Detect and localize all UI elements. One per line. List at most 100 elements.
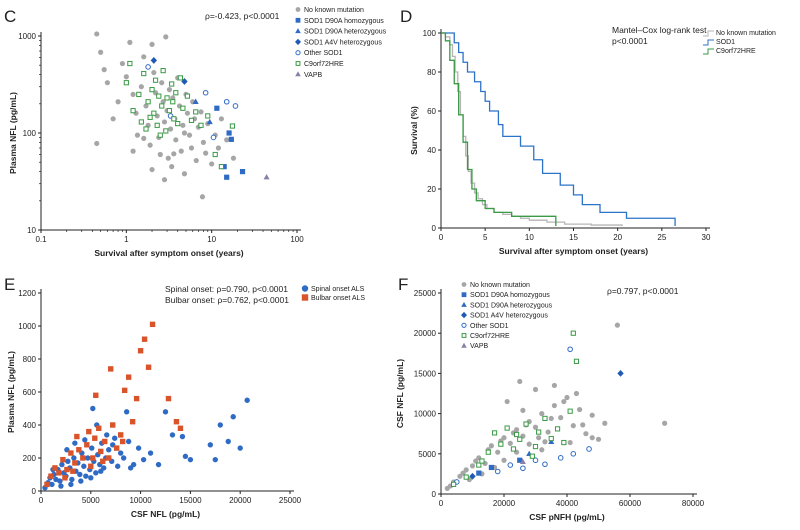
- data-point: [151, 69, 157, 76]
- data-point: [215, 145, 222, 151]
- data-point: [179, 433, 186, 440]
- survival-curve: [441, 32, 623, 227]
- x-tick-label: 0: [439, 499, 444, 508]
- data-point: [157, 151, 163, 158]
- data-point: [93, 392, 99, 398]
- data-point: [212, 456, 218, 463]
- data-point: [88, 463, 94, 469]
- data-point: [115, 99, 121, 105]
- data-point: [181, 130, 188, 136]
- data-point: [130, 108, 136, 114]
- data-point: [229, 123, 236, 129]
- data-point: [180, 105, 186, 111]
- data-point: [157, 132, 163, 138]
- data-point: [526, 441, 532, 447]
- data-point: [52, 465, 58, 471]
- legend-marker: [461, 322, 467, 328]
- x-tick-label: 60000: [619, 499, 642, 508]
- data-point: [218, 116, 224, 122]
- data-point: [121, 387, 128, 394]
- legend-line: [703, 48, 714, 55]
- legend-label: SOD1: [716, 39, 735, 46]
- data-point: [123, 80, 129, 86]
- data-point: [520, 407, 526, 413]
- data-point: [137, 348, 144, 354]
- data-point: [166, 87, 173, 93]
- data-point: [149, 41, 155, 47]
- data-point: [159, 103, 165, 109]
- data-point: [178, 148, 184, 154]
- stat-annotation: ρ=0.797, p<0.0001: [607, 286, 679, 296]
- x-tick-label: 20: [613, 233, 622, 242]
- data-point: [476, 470, 482, 476]
- x-tick-label: 20000: [493, 499, 516, 508]
- data-point: [539, 411, 545, 417]
- data-point: [488, 443, 494, 449]
- data-point: [166, 108, 173, 114]
- data-point: [230, 155, 237, 161]
- x-tick-label: 25: [657, 233, 666, 242]
- x-tick-label: 40000: [556, 499, 579, 508]
- data-point: [85, 455, 91, 461]
- data-point: [72, 440, 78, 446]
- data-point: [507, 440, 513, 446]
- legend-label: SOD1 D90A homozygous: [304, 18, 384, 25]
- data-point: [102, 438, 108, 445]
- y-tick-label: 1200: [18, 289, 36, 298]
- data-point: [48, 473, 54, 479]
- data-point: [532, 424, 539, 430]
- data-point: [78, 478, 84, 484]
- data-point: [495, 449, 501, 455]
- data-point: [141, 54, 147, 60]
- legend-marker: [301, 294, 309, 301]
- data-point: [532, 386, 539, 393]
- data-point: [141, 135, 147, 141]
- data-point: [225, 438, 231, 445]
- data-point: [451, 481, 457, 487]
- survival-curve: [441, 32, 676, 227]
- x-tick-label: 10: [525, 233, 534, 242]
- panel-f: F 0 20000 40000 60000 80000 0 5000 10000 15000 200…: [395, 275, 705, 522]
- y-tick-label: 0: [32, 487, 37, 496]
- data-point: [548, 415, 554, 422]
- data-point: [469, 463, 476, 469]
- data-point: [186, 132, 193, 138]
- data-point: [82, 437, 88, 443]
- data-point: [473, 458, 479, 464]
- stat-annotation: Spinal onset: ρ=0.790, p<0.0001: [165, 284, 288, 294]
- data-point: [532, 457, 539, 464]
- data-point: [491, 430, 498, 436]
- y-tick-label: 40: [427, 146, 436, 155]
- data-point: [463, 474, 469, 480]
- data-point: [551, 382, 558, 389]
- data-point: [184, 110, 191, 116]
- legend-marker: [295, 28, 301, 34]
- data-point: [155, 461, 162, 468]
- data-point: [517, 436, 523, 442]
- data-point: [171, 116, 177, 122]
- data-point: [199, 194, 206, 200]
- y-tick-label: 15000: [414, 369, 437, 378]
- data-point: [98, 468, 104, 474]
- data-point: [207, 442, 214, 448]
- y-tick-label: 100: [423, 29, 437, 38]
- y-tick-label: 0: [432, 224, 437, 233]
- data-point: [93, 470, 99, 476]
- x-axis-label: CSF pNFH (pg/mL): [529, 512, 605, 522]
- data-point: [165, 155, 171, 161]
- data-point: [81, 463, 87, 469]
- data-point: [161, 119, 168, 125]
- data-point: [163, 34, 169, 40]
- legend-label: SOD1 D90A homozygous: [470, 292, 550, 299]
- data-point: [532, 443, 539, 450]
- data-point: [520, 465, 526, 472]
- panel-d: D 0 5 10 15 20 25 30 0 20 40 60 80 100 Survival after …: [400, 7, 776, 256]
- y-tick-label: 1000: [18, 32, 36, 41]
- stat-annotation: Bulbar onset: ρ=0.762, p<0.0001: [165, 295, 289, 305]
- data-point: [529, 453, 535, 459]
- panel-letter: C: [4, 7, 16, 26]
- x-tick-label: 15000: [179, 496, 202, 505]
- data-point: [143, 126, 149, 132]
- data-point: [150, 57, 158, 64]
- x-tick-label: 80000: [682, 499, 705, 508]
